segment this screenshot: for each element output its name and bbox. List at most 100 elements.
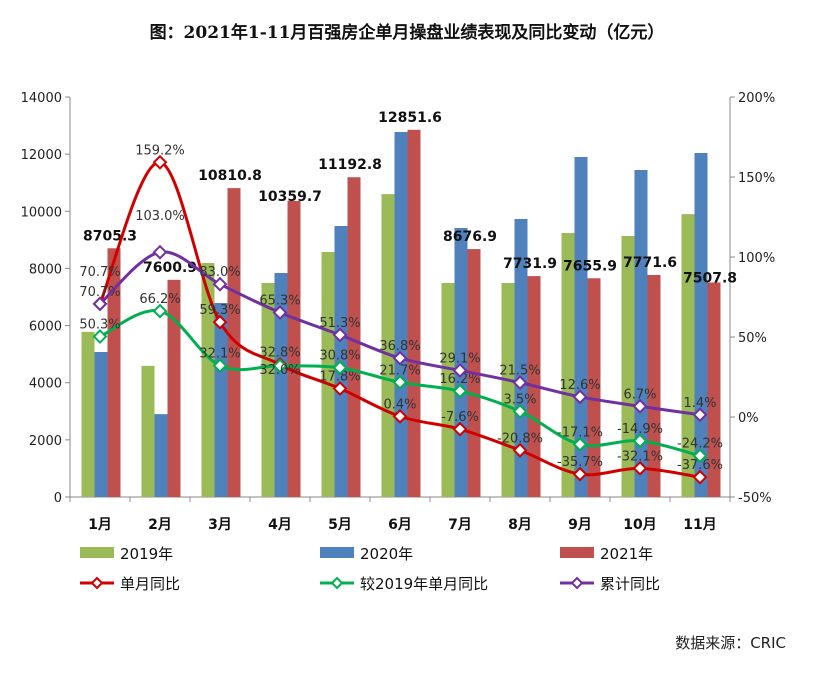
line-data-label: 29.1% xyxy=(439,351,480,366)
line-marker xyxy=(572,436,588,452)
bar-2019年 xyxy=(201,263,215,497)
bar-2019年 xyxy=(141,365,155,497)
source-note: 数据来源：CRIC xyxy=(675,634,786,652)
line-marker xyxy=(452,383,468,399)
line-data-label: 36.8% xyxy=(379,339,420,354)
x-tick-label: 11月 xyxy=(683,517,716,533)
line-data-label: 159.2% xyxy=(135,143,185,158)
line-marker xyxy=(632,460,648,476)
line-data-label: 65.3% xyxy=(259,294,300,309)
line-marker xyxy=(332,327,348,343)
line-marker xyxy=(692,448,708,464)
line-marker xyxy=(152,244,168,260)
bar-2021年 xyxy=(107,248,121,497)
line-data-label: 30.8% xyxy=(319,349,360,364)
bar-data-label: 7771.6 xyxy=(623,255,677,271)
bar-2021年 xyxy=(167,279,181,497)
line-data-label: 50.3% xyxy=(79,318,120,333)
line-data-label: 17.8% xyxy=(319,370,360,385)
bar-2020年 xyxy=(574,157,588,497)
bar-2019年 xyxy=(681,214,695,497)
legend-label: 2021年 xyxy=(600,545,653,563)
bar-data-label: 7600.9 xyxy=(143,260,197,276)
line-data-label: 103.0% xyxy=(135,209,185,224)
line-marker xyxy=(392,374,408,390)
x-tick-label: 3月 xyxy=(208,517,232,533)
line-data-label: 21.7% xyxy=(379,363,420,378)
line-data-label: 70.7% xyxy=(79,285,120,300)
bar-2021年 xyxy=(347,177,361,497)
left-tick-label: 14000 xyxy=(21,91,62,106)
line-marker xyxy=(332,381,348,396)
line-marker xyxy=(512,375,528,391)
line-data-label: 32.1% xyxy=(199,347,240,362)
line-data-label: 6.7% xyxy=(623,387,656,402)
legend-label: 累计同比 xyxy=(600,575,660,593)
line-data-label: -20.8% xyxy=(497,431,543,446)
line-data-label: 0.4% xyxy=(383,397,416,412)
bar-2019年 xyxy=(81,331,95,497)
x-tick-label: 6月 xyxy=(388,517,412,533)
bar-2020年 xyxy=(154,414,168,497)
line-data-label: -35.7% xyxy=(557,455,603,470)
bar-2019年 xyxy=(321,252,335,497)
bar-2021年 xyxy=(287,201,301,497)
bar-2019年 xyxy=(381,194,395,497)
bar-2021年 xyxy=(407,129,421,497)
line-marker xyxy=(692,469,708,485)
legend-marker xyxy=(330,576,344,590)
line-marker xyxy=(272,358,288,374)
line-data-label: 1.4% xyxy=(683,396,716,411)
bar-data-label: 8676.9 xyxy=(443,229,497,245)
x-tick-label: 9月 xyxy=(568,517,592,533)
chart-title: 图：2021年1-11月百强房企单月操盘业绩表现及同比变动（亿元） xyxy=(149,23,665,43)
line-marker xyxy=(92,296,108,312)
line-data-label: 83.0% xyxy=(199,265,240,280)
line-marker xyxy=(392,408,408,424)
x-tick-label: 1月 xyxy=(88,517,112,533)
line-data-label: 70.7% xyxy=(79,265,120,280)
right-tick-label: 100% xyxy=(738,251,775,266)
line-marker xyxy=(212,314,228,330)
line-data-label: 21.5% xyxy=(499,364,540,379)
left-tick-label: 10000 xyxy=(21,205,62,220)
line-data-label: 16.2% xyxy=(439,372,480,387)
line-data-label: 12.6% xyxy=(559,378,600,393)
legend-swatch xyxy=(320,547,354,558)
legend-swatch xyxy=(80,547,114,558)
line-marker xyxy=(512,403,528,419)
x-tick-label: 2月 xyxy=(148,517,172,533)
line-data-label: -14.9% xyxy=(617,422,663,437)
bar-2019年 xyxy=(261,283,275,497)
line-marker xyxy=(212,276,228,292)
legend-label: 2020年 xyxy=(360,545,413,563)
line-marker xyxy=(272,305,288,320)
bar-2020年 xyxy=(514,219,528,497)
bar-data-label: 8705.3 xyxy=(83,228,137,244)
bar-2019年 xyxy=(561,233,575,497)
line-data-label: -17.1% xyxy=(557,425,603,440)
bar-data-label: 12851.6 xyxy=(378,110,442,126)
line-marker xyxy=(92,329,108,344)
line-marker xyxy=(632,398,648,414)
bar-2021年 xyxy=(227,188,241,497)
bar-2020年 xyxy=(274,273,288,497)
line-data-label: 51.3% xyxy=(319,316,360,331)
legend-label: 单月同比 xyxy=(120,575,180,593)
right-tick-label: -50% xyxy=(738,491,772,506)
left-tick-label: 6000 xyxy=(29,320,62,335)
x-tick-label: 8月 xyxy=(508,517,532,533)
left-tick-label: 8000 xyxy=(29,262,62,277)
legend-label: 较2019年单月同比 xyxy=(360,575,488,593)
left-tick-label: 4000 xyxy=(29,377,62,392)
x-tick-label: 10月 xyxy=(623,517,656,533)
legend-label: 2019年 xyxy=(120,545,173,563)
line-data-label: -24.2% xyxy=(677,437,723,452)
line-data-label: 66.2% xyxy=(139,292,180,307)
line-marker xyxy=(212,358,228,374)
bar-data-label: 7507.8 xyxy=(683,270,737,286)
left-tick-label: 12000 xyxy=(21,148,62,163)
line-marker xyxy=(152,303,168,319)
line-marker xyxy=(452,363,468,378)
